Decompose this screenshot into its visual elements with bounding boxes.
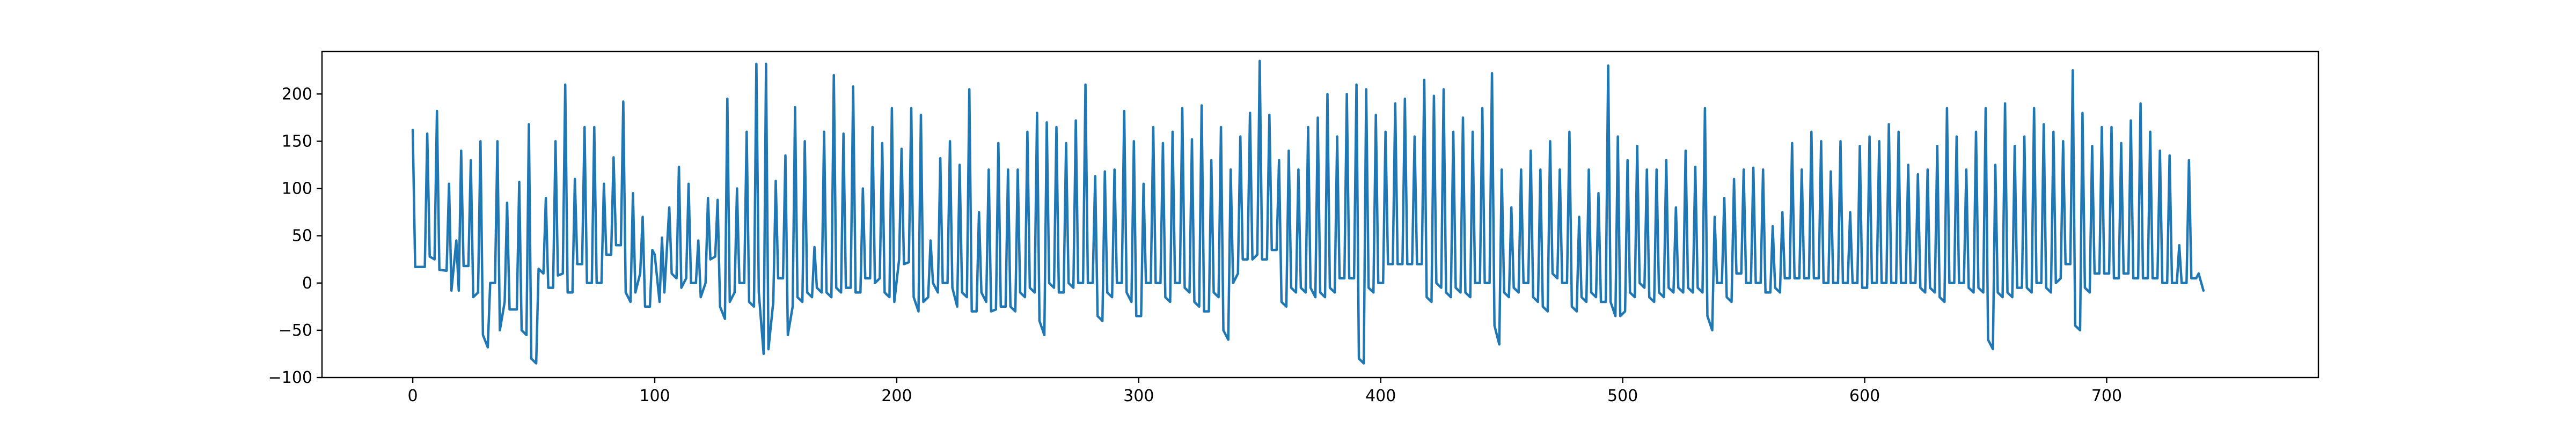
y-tick-label: −100 [268, 368, 312, 387]
y-tick-label: 0 [302, 274, 312, 293]
x-tick-label: 200 [881, 387, 912, 405]
series-line-0 [411, 60, 2205, 365]
y-tick-label: −50 [279, 321, 312, 340]
y-tick-label: 100 [282, 180, 312, 198]
plot-area [411, 60, 2205, 365]
x-tick-label: 500 [1607, 387, 1638, 405]
x-tick-label: 400 [1365, 387, 1396, 405]
x-tick-label: 600 [1849, 387, 1880, 405]
x-tick-label: 0 [408, 387, 418, 405]
y-axis-ticks: −100 −50 0 50 100 150 200 [268, 85, 322, 387]
y-tick-label: 150 [282, 132, 312, 151]
x-tick-label: 700 [2091, 387, 2122, 405]
x-tick-label: 300 [1123, 387, 1154, 405]
x-axis-ticks: 0 100 200 300 400 500 600 700 [408, 378, 2122, 405]
y-tick-label: 200 [282, 85, 312, 103]
y-tick-label: 50 [292, 227, 312, 246]
x-tick-label: 100 [639, 387, 670, 405]
axes-frame [321, 50, 2319, 379]
